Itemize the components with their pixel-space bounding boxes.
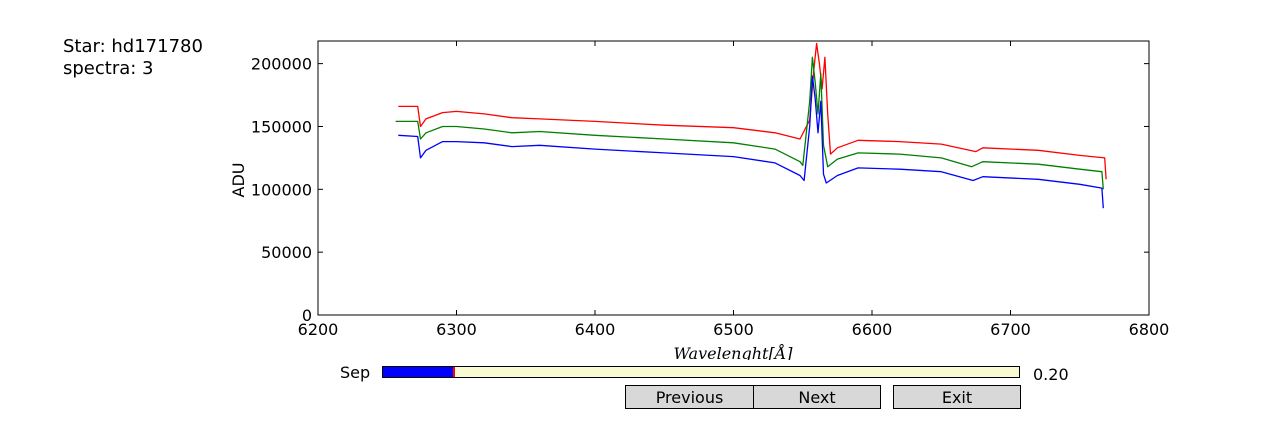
spectrum-line-2 [395, 56, 1104, 190]
spectra-count-label: spectra: 3 [63, 58, 154, 79]
y-tick-label: 0 [302, 306, 312, 325]
next-button[interactable]: Next [753, 385, 881, 409]
y-tick-label: 50000 [261, 243, 312, 262]
x-tick-label: 6800 [1129, 320, 1170, 339]
y-tick-label: 100000 [251, 180, 312, 199]
x-tick-label: 6500 [713, 320, 754, 339]
exit-button[interactable]: Exit [893, 385, 1021, 409]
spectra-plot: 6200 6300 6400 6500 6600 6700 6800 0 50000 10000… [229, 40, 1170, 360]
x-axis-label: Wavelenght[Å] [673, 343, 793, 360]
sep-slider[interactable] [382, 366, 1020, 378]
star-name-label: Star: hd171780 [63, 36, 203, 57]
star-info: Star: hd171780 spectra: 3 [63, 36, 203, 80]
x-tick-label: 6200 [298, 320, 339, 339]
x-tick-label: 6600 [852, 320, 893, 339]
previous-button[interactable]: Previous [625, 385, 754, 409]
y-axis-label: ADU [229, 163, 248, 198]
y-tick-label: 150000 [251, 117, 312, 136]
x-tick-label: 6400 [575, 320, 616, 339]
sep-slider-fill [383, 367, 455, 377]
sep-slider-handle[interactable] [453, 367, 456, 377]
x-tick-label: 6700 [990, 320, 1031, 339]
sep-slider-value: 0.20 [1033, 365, 1069, 384]
spectrum-line-1 [398, 42, 1107, 180]
spectrum-line-3 [398, 75, 1104, 209]
sep-slider-label: Sep [340, 363, 371, 382]
x-tick-label: 6300 [436, 320, 477, 339]
y-tick-label: 200000 [251, 55, 312, 74]
